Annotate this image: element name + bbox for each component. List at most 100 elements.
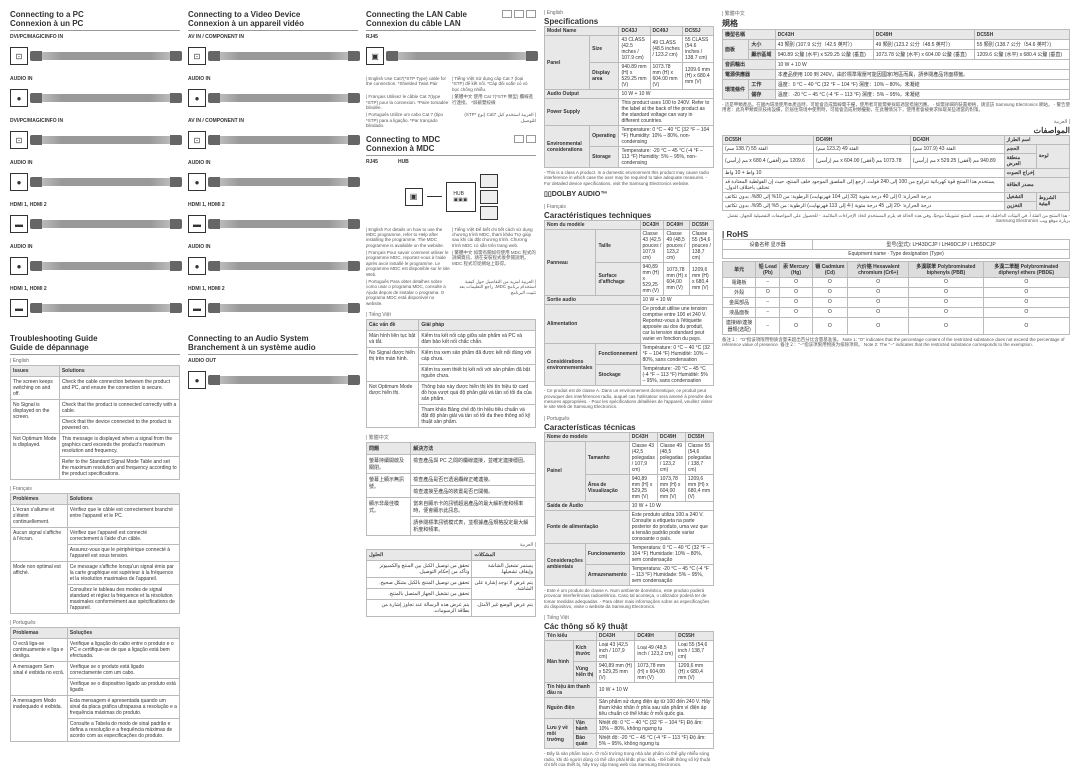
trouble-table-pt: ProblemasSoluções O ecrã liga-se continu… (10, 627, 180, 742)
lang-vi: | Tiếng Việt (366, 312, 536, 318)
cable-icon (388, 52, 536, 60)
spec-vi-footnote: - Đây là sản phẩm loại A. Ở môi trường t… (544, 751, 714, 767)
section-pc: Connecting to a PC Connexion à un PC DVI… (10, 10, 180, 328)
spec-zh-footnote: - 這是甲類產品。在國內環境使用本產品時，可能會造成無線電干擾，使用者可能需要採… (722, 102, 1070, 113)
lang-pt: | Português (10, 620, 180, 626)
diagram-av2: ⊡ (188, 126, 358, 154)
lang-ar: | العربية (366, 542, 536, 548)
lan-notes: | English Use Cat7(*STP Type) cable for … (366, 76, 536, 129)
port-label: HDMI 1, HDMI 2 (188, 286, 358, 292)
trouble-table-en: IssuesSolutions The screen keeps switchi… (10, 365, 180, 480)
monitor-icon (480, 190, 498, 204)
rj45-port-icon: ▣ (405, 188, 423, 206)
pc-title: Connecting to a PC Connexion à un PC (10, 10, 180, 31)
port-icon: ▣ (366, 47, 384, 65)
trouble-table-zh: 問題解決方法 螢幕持續開啟及關閉。檢查產品與 PC 之間的纜線連接，並確定連接穩… (366, 442, 536, 536)
hub-diagram: ▣ HUB▣▣▣ (366, 167, 536, 227)
port-icon: ● (188, 257, 206, 275)
monitors-group (480, 174, 498, 220)
lang-fr: | Français (10, 486, 180, 492)
rohs-equipment: 设备名称 显示器型号(型式): LH43DCJP / LH49DCJP / LH… (722, 239, 1070, 259)
port-label: AUDIO IN (188, 76, 358, 82)
diagram-hdmi2: ▬ (10, 294, 180, 322)
port-label: AUDIO IN (10, 160, 180, 166)
port-icon: ▬ (10, 299, 28, 317)
section-video: Connecting to a Video Device Connexion à… (188, 10, 358, 328)
diagram-av: ⊡ (188, 42, 358, 70)
port-icon: ● (10, 89, 28, 107)
spec-table-fr: Nom du modèleDC43HDC49HDC55H PanneauTail… (544, 220, 714, 386)
port-label: AUDIO IN (10, 76, 180, 82)
cable-icon (210, 220, 358, 228)
port-label: DVI/PC/MAGICINFO IN (10, 118, 180, 124)
cable-icon (210, 304, 358, 312)
rohs-title: | RoHS (722, 230, 1070, 239)
spec-zh-title: 規格 (722, 18, 1070, 29)
lang-zh: | 繁體中文 (366, 434, 536, 441)
hub-box-icon: HUB▣▣▣ (446, 182, 476, 212)
model-icons (502, 10, 536, 28)
spec-pt-footnote: - Este é um produto de classe A. Num amb… (544, 588, 714, 610)
cable-icon (32, 304, 180, 312)
spec-fr: | Français Caractéristiques techniques N… (544, 204, 714, 410)
trouble-vi-section: | Tiếng Việt Các vấn đềGiải pháp Màn hìn… (366, 312, 536, 428)
port-label: AUDIO IN (10, 244, 180, 250)
cable-icon (32, 94, 180, 102)
trouble-zh-section: | 繁體中文 問題解決方法 螢幕持續開啟及關閉。檢查產品與 PC 之間的纜線連接… (366, 434, 536, 536)
spec-ar-title: المواصفات (722, 126, 1070, 135)
column-2: Connecting to a Video Device Connexion à… (188, 10, 358, 767)
port-icon: ⊡ (10, 47, 28, 65)
spec-table-ar: اسم الطرازDC43HDC49HDC55H لوحةالحجمالفئة… (722, 135, 1070, 211)
spec-en-title: Specifications (544, 17, 714, 26)
rohs-section: | RoHS 设备名称 显示器型号(型式): LH43DCJP / LH49DC… (722, 230, 1070, 348)
port-icon: ⊡ (188, 47, 206, 65)
port-label: AUDIO IN (188, 160, 358, 166)
cable-icon (210, 94, 358, 102)
cable-icon (210, 136, 358, 144)
diagram-audio2: ● (10, 168, 180, 196)
diagram-hdmi2: ▬ (188, 294, 358, 322)
column-3: Connecting the LAN CableConnexion du câb… (366, 10, 536, 767)
lan-title: Connecting the LAN CableConnexion du câb… (366, 10, 536, 31)
spec-vi-title: Các thông số kỹ thuật (544, 622, 714, 631)
trouble-title: Troubleshooting Guide Guide de dépannage (10, 334, 180, 355)
diagram-hdmi: ▬ (188, 210, 358, 238)
spec-fr-title: Caractéristiques techniques (544, 211, 714, 220)
section-troubleshoot: Troubleshooting Guide Guide de dépannage… (10, 334, 180, 742)
mdc-labels: RJ45 HUB (366, 159, 536, 167)
spec-en: | English Specifications Model NameDC43J… (544, 10, 714, 198)
diagram-audio: ● (188, 84, 358, 112)
diagram-hdmi: ▬ (10, 210, 180, 238)
port-label: HDMI 1, HDMI 2 (188, 202, 358, 208)
model-icons (514, 135, 536, 153)
port-icon: ⊡ (10, 131, 28, 149)
diagram-audio-out: ● (188, 366, 358, 394)
cable-icon (32, 262, 180, 270)
cable-icon (32, 52, 180, 60)
column-5: | 繁體中文 規格 機型名稱DC43HDC49HDC55H 面板大小43 類別 … (722, 10, 1070, 767)
spec-vi: | Tiếng Việt Các thông số kỹ thuật Tên k… (544, 615, 714, 767)
column-1: Connecting to a PC Connexion à un PC DVI… (10, 10, 180, 767)
diagram-audio: ● (10, 84, 180, 112)
section-audio-system: Connecting to an Audio System Branchemen… (188, 334, 358, 400)
rohs-table: 单元 铅 Lead (Pb) 汞 Mercury (Hg) 镉 Cadmium … (722, 261, 1070, 335)
lang-en: | English (10, 358, 180, 364)
monitor-icon (480, 206, 498, 220)
column-4: | English Specifications Model NameDC43J… (544, 10, 714, 767)
port-icon: ⊡ (188, 131, 206, 149)
port-icon: ● (188, 371, 206, 389)
cable-icon (32, 220, 180, 228)
port-label: AV IN / COMPONENT IN (188, 118, 358, 124)
port-icon: ▬ (188, 299, 206, 317)
spec-en-footnote: - This is a class A product. In a domest… (544, 170, 714, 186)
cable-icon (210, 52, 358, 60)
trouble-table-fr: ProblèmesSolutions L'écran s'allume et s… (10, 493, 180, 614)
diagram-rj45: ▣ (366, 42, 536, 70)
diagram-audio3: ● (10, 252, 180, 280)
rohs-footnote: 备注１："O"指该項限用物质含量未超出百分比含量基准值。 Note 1: "O"… (722, 337, 1070, 348)
mdc-notes: | English For details on how to use the … (366, 227, 536, 306)
port-label: RJ45 (366, 34, 536, 40)
diagram-dvi: ⊡ (10, 42, 180, 70)
port-icon: ● (188, 173, 206, 191)
spec-table-vi: Tên kiểuDC43HDC49HDC55H Màn hìnhKích thư… (544, 631, 714, 749)
